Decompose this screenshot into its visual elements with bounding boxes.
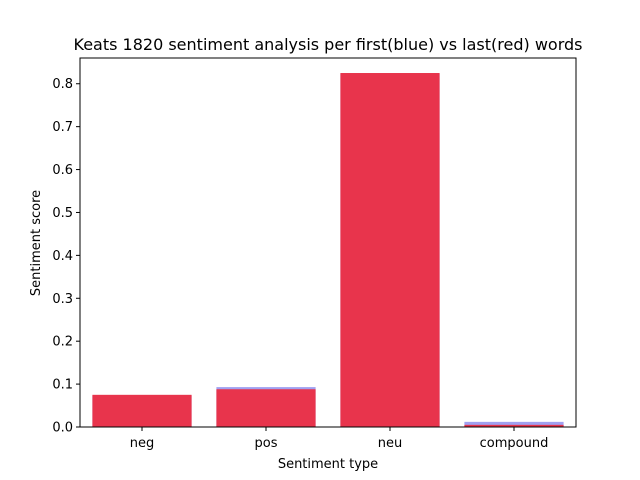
x-tick-label-neu: neu xyxy=(378,436,402,451)
bar-first-compound xyxy=(464,421,564,427)
y-tick-label: 0.4 xyxy=(52,249,73,264)
y-tick-label: 0.5 xyxy=(52,206,73,221)
series-first-bars xyxy=(92,73,564,427)
y-tick-label: 0.0 xyxy=(52,421,73,436)
x-tick-label-compound: compound xyxy=(480,436,549,451)
x-axis: neg pos neu compound xyxy=(130,427,549,451)
bar-last-pos xyxy=(216,389,316,427)
y-tick-label: 0.6 xyxy=(52,163,73,178)
series-last-bars xyxy=(92,73,564,427)
bar-last-compound xyxy=(464,424,564,427)
bar-last-neu xyxy=(340,73,440,427)
y-axis-label: Sentiment score xyxy=(29,190,44,296)
x-axis-label: Sentiment type xyxy=(278,457,378,472)
bar-last-neg xyxy=(92,394,192,427)
y-tick-label: 0.8 xyxy=(52,77,73,92)
x-tick-label-pos: pos xyxy=(255,436,278,451)
y-axis: 0.0 0.1 0.2 0.3 0.4 0.5 0.6 0.7 0.8 xyxy=(52,77,80,436)
y-tick-label: 0.3 xyxy=(52,292,73,307)
plot-frame xyxy=(79,57,577,428)
y-tick-label: 0.1 xyxy=(52,378,73,393)
chart-title: Keats 1820 sentiment analysis per first(… xyxy=(74,35,583,54)
x-tick-label-neg: neg xyxy=(130,436,155,451)
y-tick-label: 0.7 xyxy=(52,120,73,135)
y-tick-label: 0.2 xyxy=(52,335,73,350)
